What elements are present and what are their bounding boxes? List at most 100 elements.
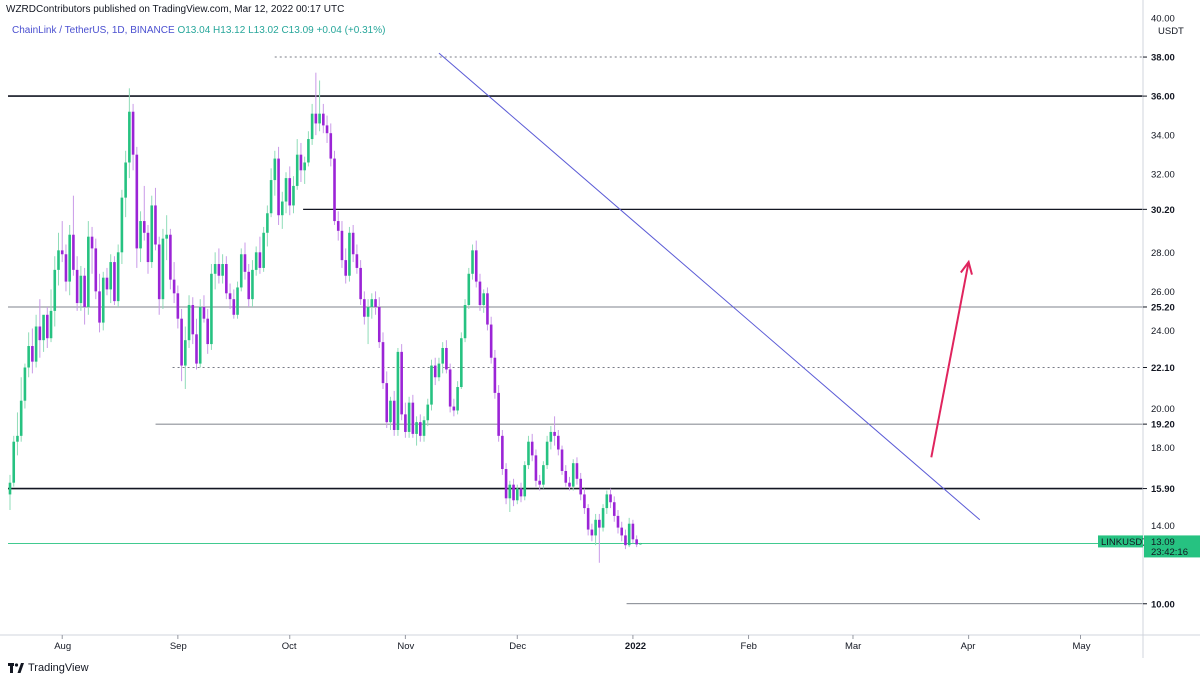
price-tick-label: 34.00: [1151, 131, 1175, 142]
price-label-bg: [1144, 202, 1200, 217]
candle-body: [598, 519, 601, 528]
candle: [135, 146, 139, 268]
candle-body: [113, 262, 116, 302]
candle: [307, 131, 310, 167]
candle-body: [497, 392, 500, 436]
candle-body: [612, 502, 616, 516]
candle-body: [180, 318, 183, 366]
legend-close: C13.09: [281, 25, 314, 36]
candle-body: [64, 254, 68, 282]
candle-body: [87, 236, 90, 307]
candle: [157, 236, 161, 315]
candle-body: [46, 314, 49, 339]
candle-body: [236, 287, 239, 315]
candle-body: [396, 351, 400, 430]
candle-body: [415, 422, 418, 434]
candle-body: [333, 158, 336, 222]
candle: [515, 484, 519, 505]
candle-body: [355, 254, 359, 268]
candle: [404, 402, 407, 438]
price-tick-label: 32.00: [1151, 170, 1175, 181]
price-tick-label: 36.00: [1151, 92, 1175, 103]
candle: [150, 195, 154, 268]
candle: [146, 224, 150, 274]
candle-body: [471, 250, 474, 274]
candle: [120, 189, 124, 265]
candle: [377, 297, 381, 348]
price-label-bg: [1144, 417, 1200, 432]
candle: [254, 246, 258, 276]
candle-body: [258, 252, 262, 268]
candle: [579, 472, 582, 501]
candle: [213, 252, 217, 290]
candle: [557, 429, 560, 456]
price-axis: USDT 40.00 38.00 36.00 34.00 32.00 30.20 28.00…: [0, 0, 1200, 658]
candle-body: [527, 441, 530, 466]
candle-body: [228, 293, 232, 300]
projection-arrow: [930, 261, 970, 458]
candle-body: [489, 324, 493, 358]
price-tick-label: 25.20: [1151, 302, 1175, 313]
candle-body: [336, 221, 340, 231]
candle: [463, 299, 467, 343]
candle: [363, 291, 366, 325]
candle: [195, 318, 198, 370]
candle: [344, 248, 347, 284]
candle: [575, 457, 579, 485]
price-tick-label: 24.00: [1151, 326, 1175, 337]
candle-body: [575, 463, 579, 479]
candle-body: [34, 326, 38, 362]
price-tag-countdown: 23:42:16: [1151, 547, 1188, 558]
candle-body: [94, 248, 98, 292]
candle-body: [292, 185, 295, 206]
candle-body: [169, 234, 172, 280]
candle: [482, 289, 486, 313]
candle: [374, 291, 377, 315]
candle: [631, 519, 635, 544]
symbol-legend: ChainLink / TetherUS, 1D, BINANCE O13.04…: [12, 25, 385, 36]
candle-body: [377, 306, 381, 343]
candle: [478, 273, 482, 311]
candle-body: [120, 197, 124, 253]
candle: [534, 449, 538, 487]
candle-body: [101, 277, 105, 323]
candle: [217, 248, 221, 284]
price-label-bg: [1144, 596, 1200, 611]
candle: [392, 390, 396, 436]
candle: [12, 435, 16, 487]
time-tick-label: Nov: [397, 641, 414, 652]
price-tick-label: 18.00: [1151, 443, 1175, 454]
candle-body: [57, 250, 60, 270]
candle-body: [251, 269, 254, 300]
candle: [389, 396, 392, 430]
time-tick-label: 2022: [625, 641, 646, 652]
candle: [280, 191, 284, 229]
candle-body: [571, 463, 575, 487]
time-axis: Aug Sep Oct Nov Dec 2022 Feb Mar Apr May: [54, 635, 1091, 652]
candle: [419, 414, 422, 442]
candle: [27, 332, 30, 378]
candle-body: [210, 273, 213, 345]
candle: [206, 308, 209, 354]
candle: [527, 435, 530, 470]
legend-low: L13.02: [248, 25, 279, 36]
candle: [564, 465, 568, 487]
candle: [139, 211, 142, 263]
candle-body: [139, 221, 142, 249]
candle: [355, 244, 359, 274]
candle: [571, 459, 575, 491]
candle-body: [407, 402, 411, 432]
candle: [198, 299, 202, 368]
candle: [75, 256, 79, 311]
candle-body: [545, 441, 549, 466]
candle-body: [202, 306, 206, 319]
candle-body: [627, 523, 631, 546]
candle-body: [411, 402, 415, 434]
candle-body: [27, 346, 30, 368]
candle: [486, 287, 489, 331]
candle: [109, 254, 113, 304]
candle-body: [42, 314, 45, 341]
time-tick-label: Mar: [845, 641, 861, 652]
candle-body: [635, 539, 638, 545]
